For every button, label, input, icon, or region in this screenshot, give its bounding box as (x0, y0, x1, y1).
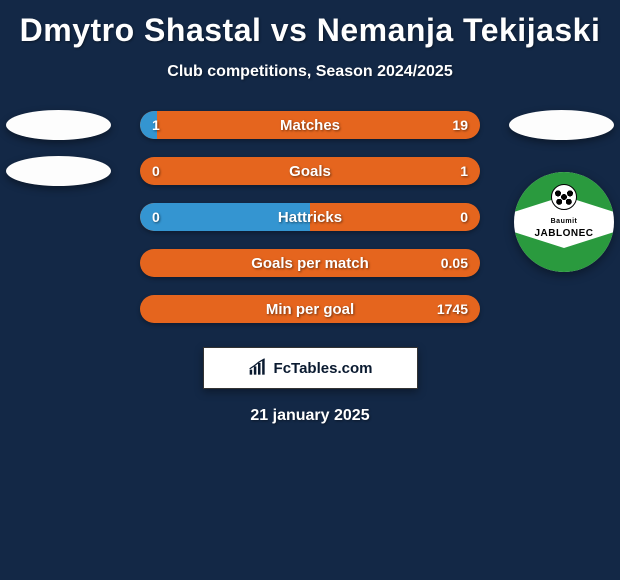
brand-box[interactable]: FcTables.com (203, 347, 418, 389)
stat-row: 1 Matches 19 (0, 111, 620, 139)
club-line2: JABLONEC (514, 228, 614, 239)
stat-right-value: 0 (460, 209, 468, 225)
stat-label: Hattricks (278, 209, 342, 226)
stat-left-value: 0 (152, 209, 160, 225)
stat-left-value: 0 (152, 163, 160, 179)
stat-label: Goals (289, 163, 331, 180)
footer-date: 21 january 2025 (0, 407, 620, 425)
page-title: Dmytro Shastal vs Nemanja Tekijaski (0, 0, 620, 49)
stat-bar-hattricks: 0 Hattricks 0 (140, 203, 480, 231)
left-player-badge-1 (6, 110, 111, 140)
club-line1: Baumit (514, 218, 614, 225)
stat-bar-goals: 0 Goals 1 (140, 157, 480, 185)
brand-text: FcTables.com (274, 360, 373, 377)
stat-bar-matches: 1 Matches 19 (140, 111, 480, 139)
page-subtitle: Club competitions, Season 2024/2025 (0, 63, 620, 81)
stat-row: Min per goal 1745 (0, 295, 620, 323)
right-club-badge: Baumit JABLONEC (514, 172, 614, 272)
soccer-ball-icon (551, 184, 577, 210)
left-player-badge-2 (6, 156, 111, 186)
chart-bars-icon (248, 358, 268, 378)
right-player-badge-1 (509, 110, 614, 140)
stat-right-value: 1 (460, 163, 468, 179)
stat-label: Matches (280, 117, 340, 134)
stat-left-value: 1 (152, 117, 160, 133)
stat-label: Goals per match (251, 255, 369, 272)
stat-right-value: 19 (452, 117, 468, 133)
stat-bar-mpg: Min per goal 1745 (140, 295, 480, 323)
stat-right-value: 0.05 (441, 255, 468, 271)
stat-label: Min per goal (266, 301, 354, 318)
stat-bar-gpm: Goals per match 0.05 (140, 249, 480, 277)
stat-right-value: 1745 (437, 301, 468, 317)
